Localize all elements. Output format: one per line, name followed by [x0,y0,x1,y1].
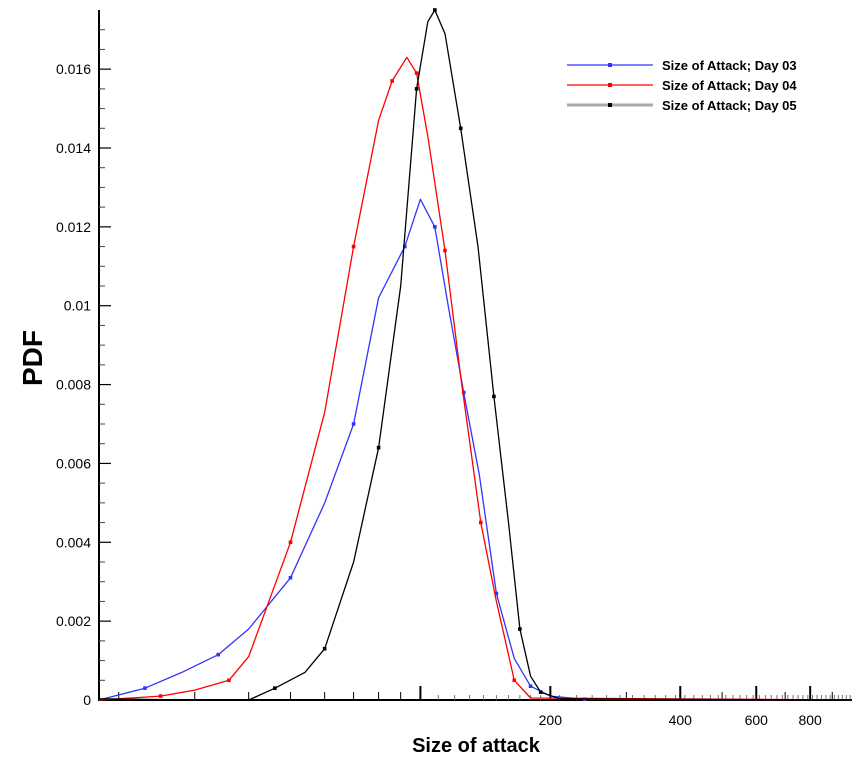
data-point [512,678,517,683]
data-point [351,244,356,249]
legend-marker [608,63,612,67]
data-point [478,520,483,525]
data-point [158,694,163,698]
data-point [414,71,419,75]
data-point [216,652,221,657]
series-2 [98,56,853,701]
y-tick-label: 0.012 [56,219,91,235]
y-tick-label: 0.014 [56,140,91,156]
y-tick-label: 0.006 [56,455,91,471]
legend-label: Size of Attack; Day 04 [662,78,797,93]
data-point [402,244,407,249]
series-3 [98,8,853,701]
data-point [390,79,394,83]
legend-marker [608,83,612,87]
axes [98,10,852,701]
series-layer [98,8,853,702]
y-tick-label: 0.002 [56,613,91,629]
y-tick-label: 0 [83,692,91,708]
data-point [433,8,437,12]
series-1 [98,198,853,702]
legend-marker [608,103,612,107]
data-point [227,678,231,683]
series-line [98,9,853,701]
y-tick-label: 0.016 [56,61,91,77]
data-point [518,627,522,631]
data-point [273,686,277,690]
data-point [351,422,356,426]
legend: Size of Attack; Day 03 Size of Attack; Da… [567,58,797,113]
series-line [98,198,853,701]
x-axis-title: Size of attack [412,735,541,757]
series-line [98,56,853,701]
y-tick-label: 0.01 [64,298,91,314]
x-tick-label: 600 [745,712,769,728]
data-point [414,87,419,91]
x-tick-label: 200 [539,712,563,728]
x-tick-label: 800 [798,712,822,728]
legend-label: Size of Attack; Day 05 [662,98,797,113]
data-point [322,646,327,651]
y-axis-title: PDF [17,330,48,386]
data-point [433,225,437,229]
tick-marks: 0 0.002 0.004 0.006 0.008 0.01 0.012 0.014 0.016… [56,29,851,728]
data-point [492,394,496,399]
y-tick-label: 0.004 [56,534,91,550]
data-point [288,540,293,545]
data-point [528,684,533,688]
legend-label: Size of Attack; Day 03 [662,58,797,73]
data-point [143,686,147,690]
data-point [538,690,543,694]
x-tick-label: 400 [669,712,693,728]
data-point [443,248,447,253]
data-point [461,390,466,395]
data-point [288,575,293,580]
y-tick-label: 0.008 [56,377,91,393]
data-point [376,445,381,450]
data-point [494,591,499,596]
data-point [458,126,463,131]
